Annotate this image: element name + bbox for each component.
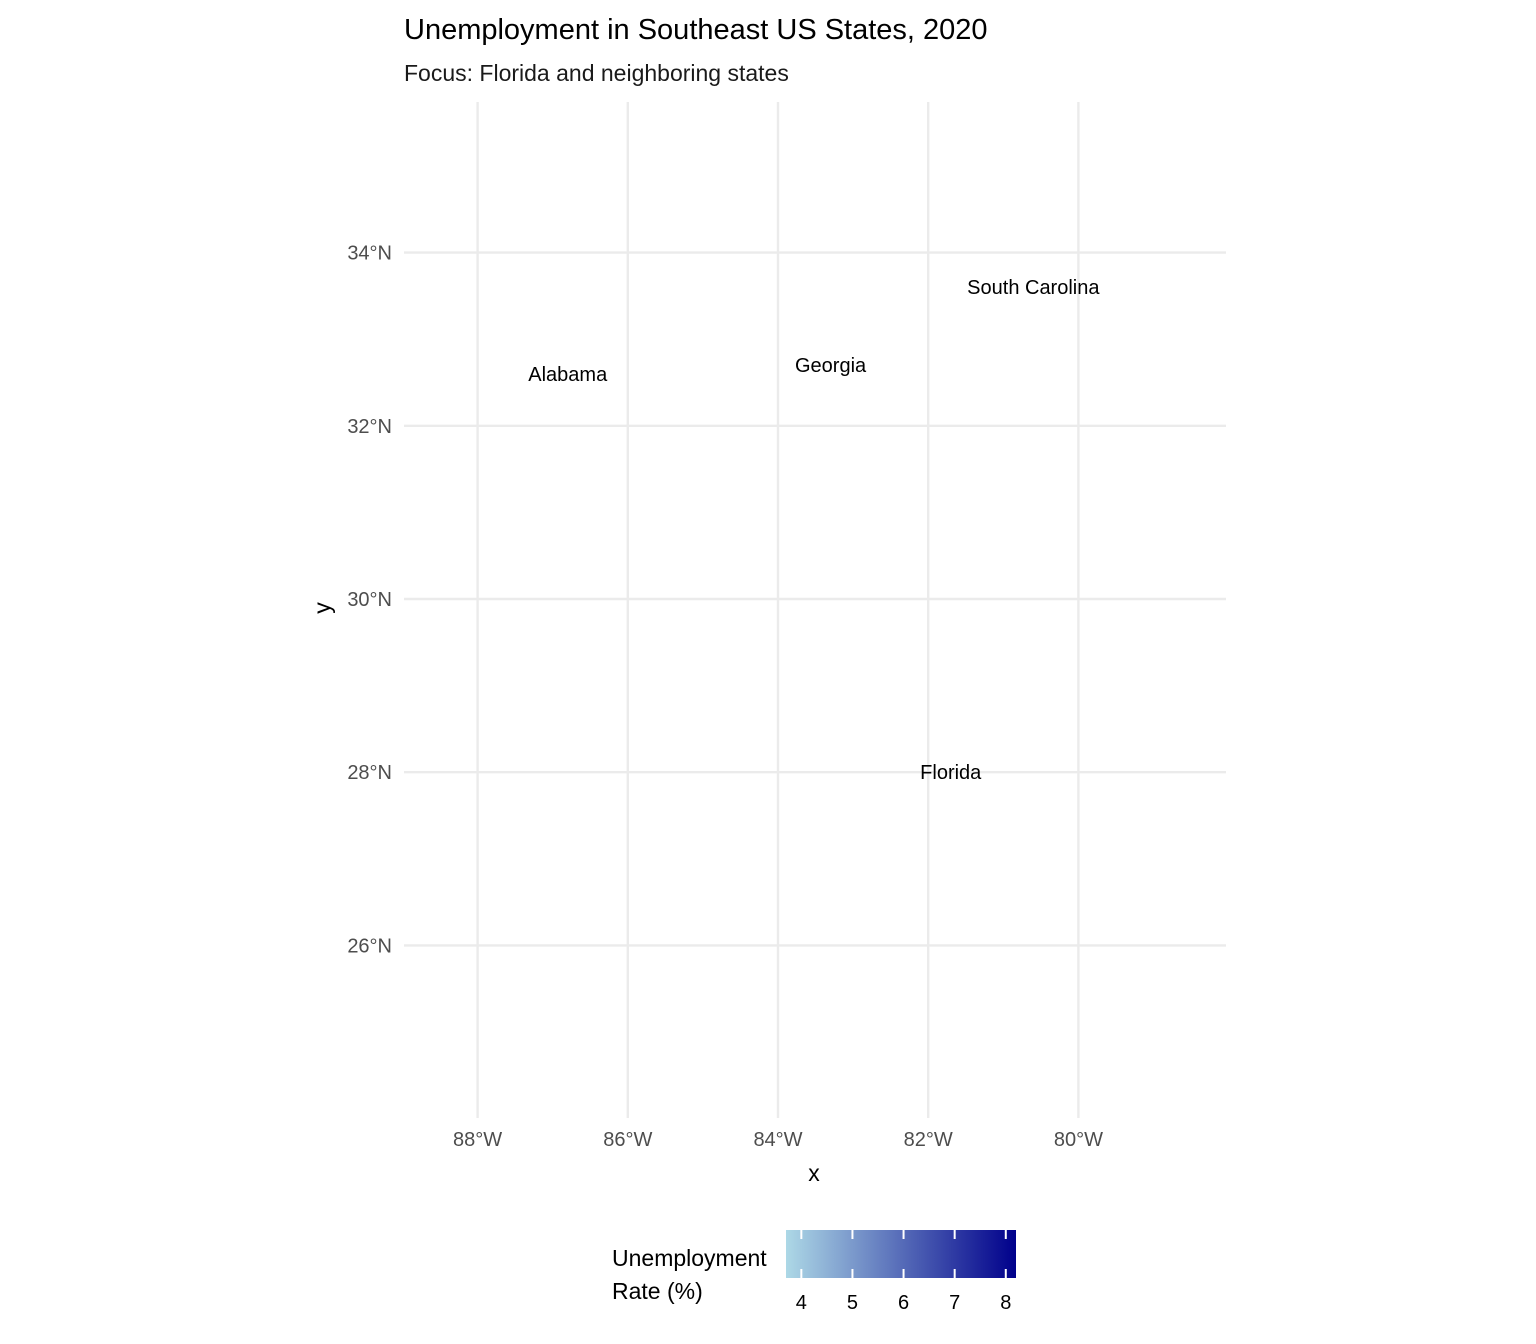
x-tick-label: 84°W <box>753 1129 802 1151</box>
y-axis-title: y <box>309 602 335 614</box>
graticule <box>404 102 1226 1118</box>
map-subtitle: Focus: Florida and neighboring states <box>404 60 789 86</box>
legend-tick-label: 7 <box>949 1292 960 1314</box>
state-label-south-carolina: South Carolina <box>967 277 1100 299</box>
y-tick-label: 28°N <box>347 762 392 784</box>
state-label-georgia: Georgia <box>795 355 867 377</box>
legend-title-line-1: Unemployment <box>612 1245 767 1271</box>
x-tick-label: 82°W <box>904 1129 953 1151</box>
legend-title-line-2: Rate (%) <box>612 1278 703 1304</box>
state-label-alabama: Alabama <box>528 364 608 386</box>
map-title: Unemployment in Southeast US States, 202… <box>404 14 988 46</box>
legend-tick-label: 4 <box>796 1292 807 1314</box>
x-tick-label: 80°W <box>1054 1129 1103 1151</box>
x-tick-label: 88°W <box>453 1129 502 1151</box>
legend-tick-label: 6 <box>898 1292 909 1314</box>
color-legend: Unemployment Rate (%) 4 5 6 7 8 <box>612 1230 1016 1314</box>
x-axis-ticks: 88°W 86°W 84°W 82°W 80°W <box>453 1129 1103 1151</box>
y-tick-label: 32°N <box>347 416 392 438</box>
legend-ticks: 4 5 6 7 8 <box>796 1230 1011 1314</box>
legend-colorbar <box>786 1230 1016 1278</box>
x-axis-title: x <box>808 1160 820 1186</box>
x-tick-label: 86°W <box>603 1129 652 1151</box>
y-tick-label: 30°N <box>347 589 392 611</box>
y-axis-ticks: 26°N 28°N 30°N 32°N 34°N <box>347 243 392 958</box>
y-tick-label: 34°N <box>347 243 392 265</box>
y-tick-label: 26°N <box>347 935 392 957</box>
state-label-florida: Florida <box>920 762 982 784</box>
legend-tick-label: 5 <box>847 1292 858 1314</box>
legend-tick-label: 8 <box>1000 1292 1011 1314</box>
state-labels: Alabama Georgia South Carolina Florida <box>528 277 1100 784</box>
